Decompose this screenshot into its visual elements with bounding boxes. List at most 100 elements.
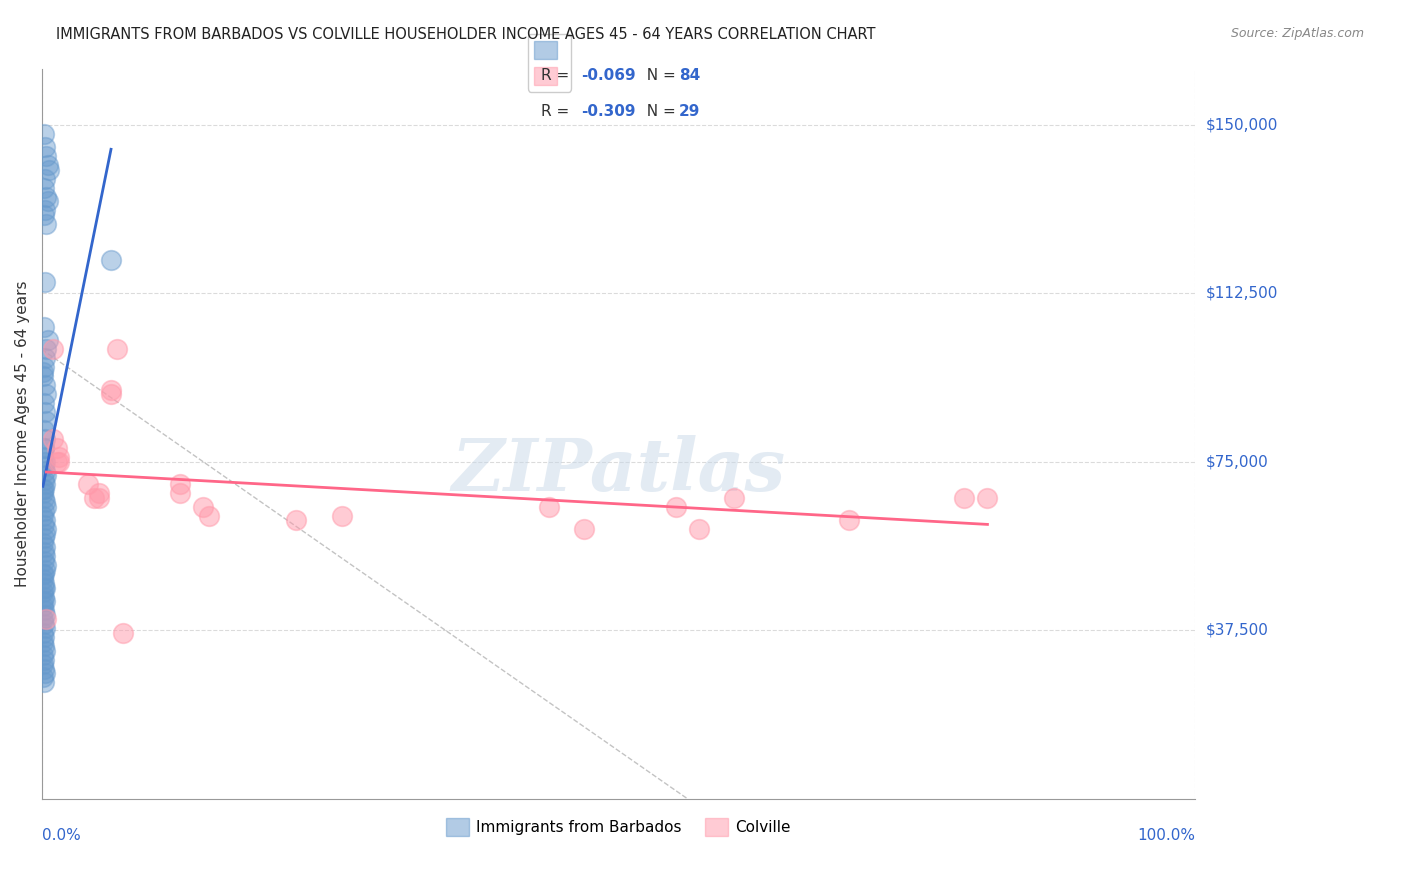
Text: R =: R = — [541, 104, 575, 119]
Point — [77, 477, 100, 491]
Point — [35, 522, 58, 536]
Point — [35, 149, 58, 163]
Point — [89, 486, 111, 500]
Point — [34, 351, 56, 366]
Point — [32, 180, 55, 194]
Point — [32, 671, 55, 685]
Point — [32, 567, 55, 582]
Point — [34, 495, 56, 509]
Point — [45, 442, 67, 456]
Point — [953, 491, 976, 505]
Point — [35, 387, 58, 401]
Point — [35, 500, 58, 514]
Point — [32, 442, 55, 456]
Point — [37, 158, 59, 172]
Point — [105, 343, 128, 357]
Point — [198, 508, 221, 523]
Point — [32, 491, 55, 505]
Point — [32, 576, 55, 591]
Point — [32, 639, 55, 653]
Point — [32, 508, 55, 523]
Point — [32, 554, 55, 568]
Point — [169, 486, 191, 500]
Point — [34, 643, 56, 657]
Point — [665, 500, 688, 514]
Point — [32, 504, 55, 518]
Point — [32, 517, 55, 532]
Point — [34, 665, 56, 680]
Point — [32, 369, 55, 384]
Point — [34, 455, 56, 469]
Point — [34, 477, 56, 491]
Text: 29: 29 — [679, 104, 700, 119]
Point — [32, 648, 55, 662]
Point — [35, 558, 58, 573]
Point — [100, 252, 122, 267]
Text: $75,000: $75,000 — [1206, 454, 1268, 469]
Point — [32, 531, 55, 545]
Point — [32, 442, 55, 456]
Point — [32, 459, 55, 474]
Point — [32, 127, 55, 141]
Point — [32, 396, 55, 410]
Point — [83, 491, 105, 505]
Point — [34, 275, 56, 289]
Point — [34, 621, 56, 635]
Point — [34, 526, 56, 541]
Text: Source: ZipAtlas.com: Source: ZipAtlas.com — [1230, 27, 1364, 40]
Point — [32, 616, 55, 631]
Point — [38, 162, 60, 177]
Point — [34, 540, 56, 554]
Point — [34, 378, 56, 392]
Text: ZIPatlas: ZIPatlas — [451, 434, 786, 506]
Point — [42, 432, 65, 446]
Point — [32, 585, 55, 599]
Text: $37,500: $37,500 — [1206, 623, 1270, 638]
Point — [32, 360, 55, 375]
Point — [32, 630, 55, 644]
Point — [34, 563, 56, 577]
Point — [32, 423, 55, 437]
Point — [572, 522, 595, 536]
Point — [48, 450, 70, 465]
Point — [89, 491, 111, 505]
Point — [32, 625, 55, 640]
Point — [169, 477, 191, 491]
Point — [32, 473, 55, 487]
Point — [723, 491, 745, 505]
Point — [32, 535, 55, 549]
Point — [32, 567, 55, 582]
Point — [34, 464, 56, 478]
Point — [37, 334, 59, 348]
Point — [35, 468, 58, 483]
Point — [35, 217, 58, 231]
Point — [32, 208, 55, 222]
Point — [35, 612, 58, 626]
Point — [34, 203, 56, 218]
Point — [688, 522, 710, 536]
Point — [34, 513, 56, 527]
Point — [32, 320, 55, 334]
Point — [100, 387, 122, 401]
Point — [111, 625, 134, 640]
Point — [35, 189, 58, 203]
Point — [330, 508, 353, 523]
Point — [34, 594, 56, 608]
Point — [32, 581, 55, 595]
Point — [48, 455, 70, 469]
Point — [976, 491, 998, 505]
Point — [538, 500, 561, 514]
Point — [32, 482, 55, 496]
Point — [32, 590, 55, 604]
Point — [32, 482, 55, 496]
Text: R =: R = — [541, 69, 575, 83]
Text: 84: 84 — [679, 69, 700, 83]
Point — [34, 171, 56, 186]
Point — [45, 455, 67, 469]
Text: -0.309: -0.309 — [581, 104, 636, 119]
Y-axis label: Householder Income Ages 45 - 64 years: Householder Income Ages 45 - 64 years — [15, 280, 30, 587]
Point — [32, 612, 55, 626]
Point — [37, 194, 59, 208]
Point — [32, 634, 55, 648]
Text: IMMIGRANTS FROM BARBADOS VS COLVILLE HOUSEHOLDER INCOME AGES 45 - 64 YEARS CORRE: IMMIGRANTS FROM BARBADOS VS COLVILLE HOU… — [56, 27, 876, 42]
